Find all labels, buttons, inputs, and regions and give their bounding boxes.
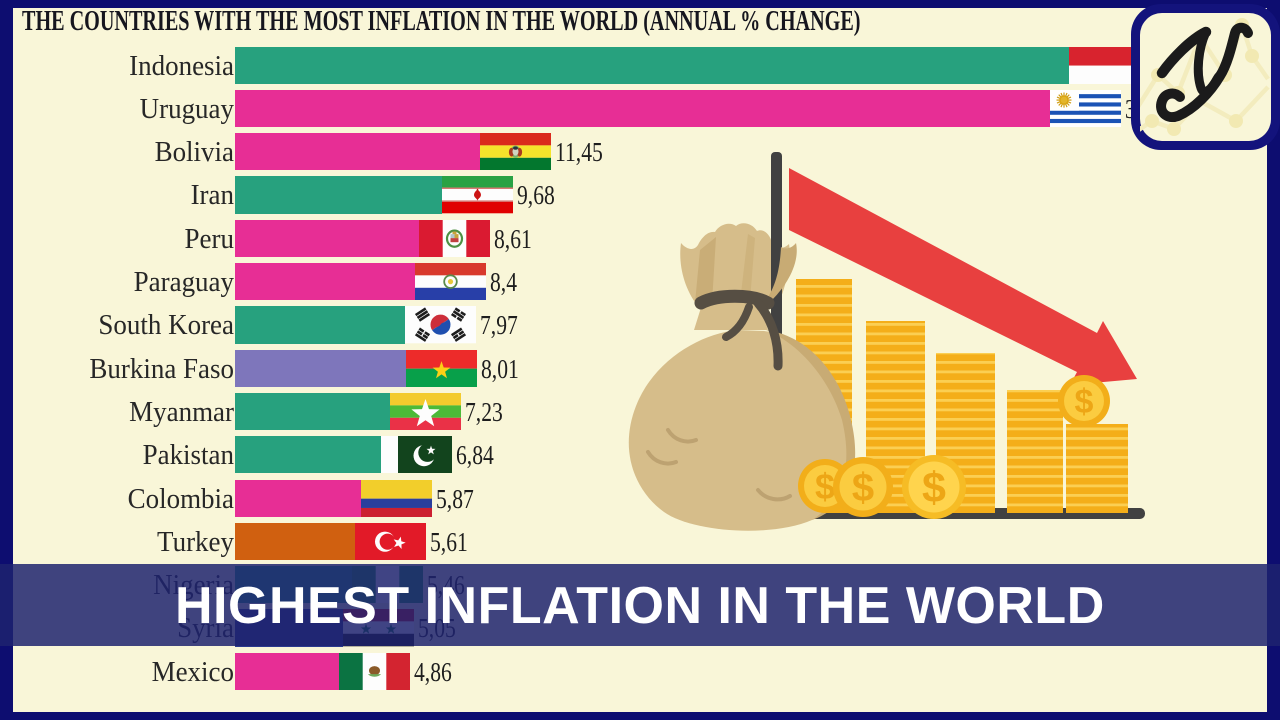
svg-text:$: $ [852,466,874,510]
svg-text:$: $ [922,464,946,512]
svg-text:$: $ [1075,383,1094,421]
svg-text:$: $ [815,466,835,507]
